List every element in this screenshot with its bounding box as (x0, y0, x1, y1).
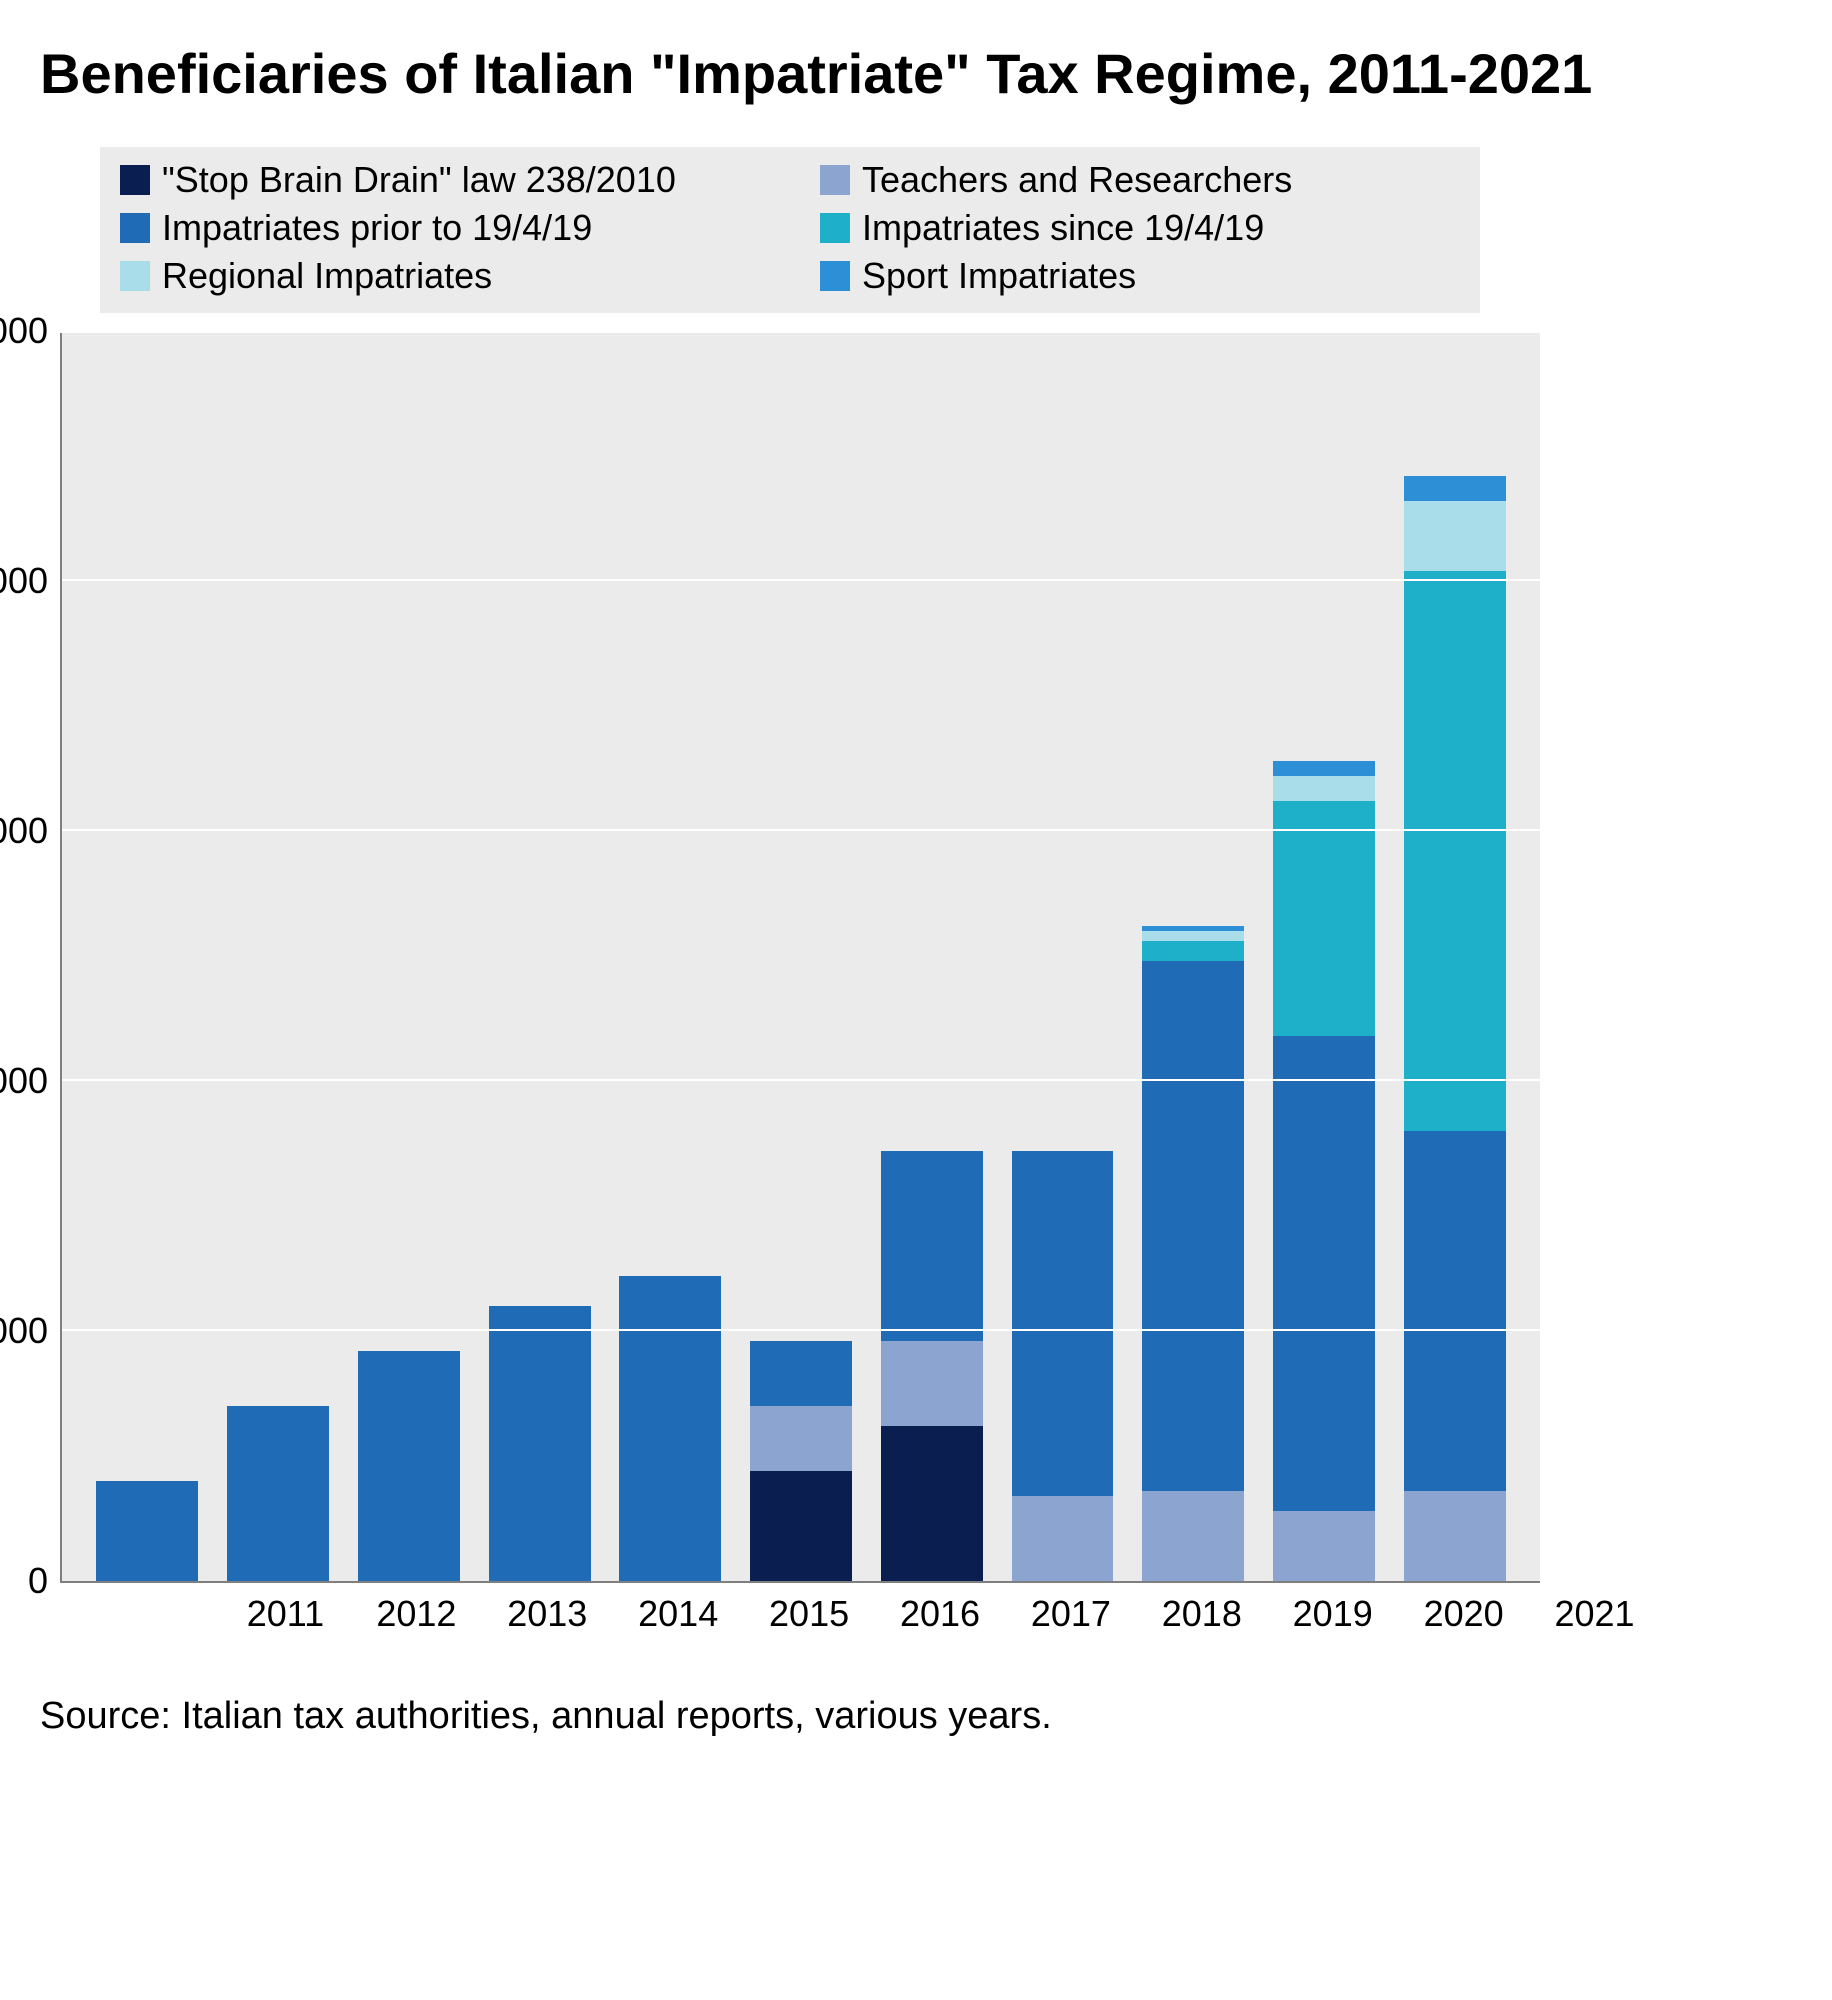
x-tick-label: 2012 (351, 1593, 482, 1635)
bar (358, 1351, 460, 1581)
bar-segment-impatriates_since (1142, 941, 1244, 961)
x-tick-label: 2019 (1267, 1593, 1398, 1635)
legend-swatch (120, 261, 150, 291)
x-tick-label: 2020 (1398, 1593, 1529, 1635)
bar-segment-regional_impatriates (1273, 776, 1375, 801)
legend-item: "Stop Brain Drain" law 238/2010 (120, 159, 760, 201)
bar-segment-impatriates_prior (489, 1306, 591, 1581)
bar-slot (343, 333, 474, 1581)
bars-layer (62, 333, 1540, 1581)
x-tick-label: 2011 (220, 1593, 351, 1635)
legend-item: Impatriates prior to 19/4/19 (120, 207, 760, 249)
gridline (62, 829, 1540, 831)
x-tick-label: 2018 (1136, 1593, 1267, 1635)
bar-segment-impatriates_prior (96, 1481, 198, 1581)
bar (489, 1306, 591, 1581)
y-tick-label: 10000 (0, 1060, 62, 1102)
bar-segment-teachers_researchers (1012, 1496, 1114, 1581)
bar-segment-impatriates_prior (881, 1151, 983, 1341)
y-tick-label: 25000 (0, 310, 62, 352)
legend-item: Impatriates since 19/4/19 (820, 207, 1460, 249)
x-tick-label: 2016 (875, 1593, 1006, 1635)
bar-slot (997, 333, 1128, 1581)
bar-segment-teachers_researchers (1404, 1491, 1506, 1581)
bar-segment-regional_impatriates (1142, 931, 1244, 941)
legend-label: Teachers and Researchers (862, 159, 1292, 201)
x-tick-label: 2021 (1529, 1593, 1660, 1635)
bar-segment-teachers_researchers (1142, 1491, 1244, 1581)
bar-segment-impatriates_prior (358, 1351, 460, 1581)
bar-slot (1128, 333, 1259, 1581)
bar (227, 1406, 329, 1581)
x-axis: 2011201220132014201520162017201820192020… (200, 1583, 1680, 1635)
bar-segment-impatriates_prior (750, 1341, 852, 1406)
bar-segment-impatriates_since (1273, 801, 1375, 1036)
bar-segment-impatriates_prior (619, 1276, 721, 1581)
bar-slot (82, 333, 213, 1581)
legend-item: Regional Impatriates (120, 255, 760, 297)
x-tick-label: 2015 (744, 1593, 875, 1635)
bar (1404, 476, 1506, 1581)
bar-segment-sport_impatriates (1273, 761, 1375, 776)
x-tick-label: 2014 (613, 1593, 744, 1635)
bar (1012, 1151, 1114, 1581)
bar-segment-stop_brain_drain (750, 1471, 852, 1581)
legend-item: Teachers and Researchers (820, 159, 1460, 201)
chart-container: "Stop Brain Drain" law 238/2010 Teachers … (40, 147, 1680, 1635)
bar-segment-impatriates_prior (227, 1406, 329, 1581)
bar-segment-sport_impatriates (1404, 476, 1506, 501)
bar-slot (736, 333, 867, 1581)
bar-segment-impatriates_prior (1273, 1036, 1375, 1511)
legend-label: Regional Impatriates (162, 255, 492, 297)
bar-segment-impatriates_prior (1012, 1151, 1114, 1496)
bar (1142, 926, 1244, 1581)
bar-segment-impatriates_prior (1404, 1131, 1506, 1491)
bar-segment-teachers_researchers (881, 1341, 983, 1426)
legend-swatch (120, 165, 150, 195)
bar-slot (474, 333, 605, 1581)
bar-slot (866, 333, 997, 1581)
bar-segment-stop_brain_drain (881, 1426, 983, 1581)
bar-segment-impatriates_prior (1142, 961, 1244, 1491)
chart-title: Beneficiaries of Italian "Impatriate" Ta… (40, 40, 1792, 107)
legend-swatch (820, 213, 850, 243)
legend-item: Sport Impatriates (820, 255, 1460, 297)
legend: "Stop Brain Drain" law 238/2010 Teachers … (100, 147, 1480, 313)
bar (1273, 761, 1375, 1581)
legend-label: Impatriates since 19/4/19 (862, 207, 1264, 249)
plot-area: 0500010000150002000025000 (60, 333, 1540, 1583)
y-tick-label: 0 (28, 1560, 62, 1602)
gridline (62, 579, 1540, 581)
bar-segment-impatriates_since (1404, 571, 1506, 1131)
bar (619, 1276, 721, 1581)
bar (881, 1151, 983, 1581)
bar-slot (1389, 333, 1520, 1581)
gridline (62, 1329, 1540, 1331)
bar-segment-teachers_researchers (1273, 1511, 1375, 1581)
y-tick-label: 5000 (0, 1310, 62, 1352)
legend-label: Impatriates prior to 19/4/19 (162, 207, 592, 249)
gridline (62, 1079, 1540, 1081)
legend-swatch (820, 165, 850, 195)
y-tick-label: 20000 (0, 560, 62, 602)
legend-swatch (820, 261, 850, 291)
bar (750, 1341, 852, 1581)
bar-segment-regional_impatriates (1404, 501, 1506, 571)
bar-slot (605, 333, 736, 1581)
bar-segment-teachers_researchers (750, 1406, 852, 1471)
x-tick-label: 2017 (1005, 1593, 1136, 1635)
bar-slot (1259, 333, 1390, 1581)
legend-label: Sport Impatriates (862, 255, 1136, 297)
x-tick-label: 2013 (482, 1593, 613, 1635)
legend-label: "Stop Brain Drain" law 238/2010 (162, 159, 676, 201)
gridline (62, 329, 1540, 331)
bar (96, 1481, 198, 1581)
source-note: Source: Italian tax authorities, annual … (40, 1695, 1792, 1738)
legend-swatch (120, 213, 150, 243)
y-tick-label: 15000 (0, 810, 62, 852)
bar-slot (213, 333, 344, 1581)
